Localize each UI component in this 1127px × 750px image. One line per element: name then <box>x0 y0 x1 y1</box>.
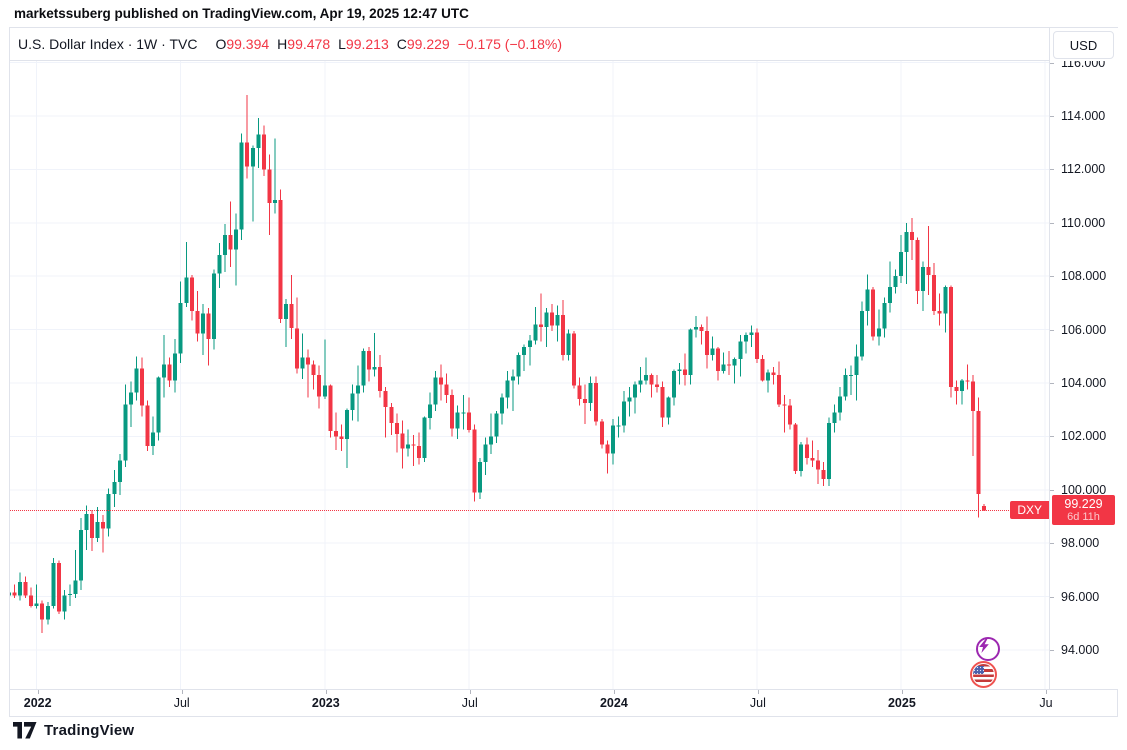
price-tick-mark <box>1050 596 1054 598</box>
price-tick-mark <box>1050 543 1054 545</box>
price-tick-label: 100.000 <box>1061 482 1107 497</box>
time-tick-label: 2025 <box>887 696 916 710</box>
price-tick-label: 104.000 <box>1061 376 1107 390</box>
low-value: 99.213 <box>345 36 389 52</box>
close-value: 99.229 <box>406 36 450 52</box>
time-tick-mark <box>181 690 183 694</box>
price-tick-label: 112.000 <box>1061 162 1106 177</box>
price-tick-label: 108.000 <box>1061 269 1107 284</box>
us-flag-icon <box>973 664 994 685</box>
high-label: H <box>277 36 288 52</box>
symbol-price-tag: DXY <box>1010 501 1049 520</box>
price-tick-mark <box>1050 329 1054 331</box>
price-tick-label: 110.000 <box>1061 215 1106 230</box>
symbol-legend: U.S. Dollar Index · 1W · TVC O 99.394 H 99… <box>10 28 1049 61</box>
price-tick-label: 94.000 <box>1061 643 1100 657</box>
low-label: L <box>338 36 346 52</box>
boost-button[interactable] <box>976 637 1000 661</box>
time-tick-label: Jul <box>461 696 478 710</box>
time-tick-label: Ju <box>1039 696 1053 710</box>
tradingview-logo-icon <box>13 722 37 739</box>
current-price-dotted-line <box>10 510 1049 512</box>
current-price-label: 99.229 6d 11h <box>1052 495 1115 526</box>
price-tick-label: 106.000 <box>1061 322 1107 337</box>
price-tick-mark <box>1050 116 1054 117</box>
chart-pane[interactable]: DXY <box>10 61 1049 689</box>
time-tick-mark <box>757 690 759 694</box>
footer: TradingView <box>13 722 134 739</box>
bar-countdown: 6d 11h <box>1067 511 1100 524</box>
high-value: 99.478 <box>287 36 331 52</box>
time-axis[interactable]: 2022 Jul 2023 Jul 2024 Jul 2025 Ju <box>10 689 1117 716</box>
price-tick-mark <box>1050 276 1054 278</box>
author-avatar[interactable] <box>970 661 997 688</box>
price-tick-mark <box>1050 62 1054 64</box>
publisher-attribution: marketssuberg published on TradingView.c… <box>14 6 469 21</box>
tradingview-logo-text[interactable]: TradingView <box>44 722 135 739</box>
price-axis-header: USD <box>1050 28 1118 61</box>
time-tick-label: 2022 <box>23 696 52 710</box>
price-tick-mark <box>1050 650 1054 651</box>
current-price-value: 99.229 <box>1064 496 1103 511</box>
time-tick-label: Jul <box>749 696 766 710</box>
price-tick-label: 96.000 <box>1061 589 1100 604</box>
time-tick-mark <box>1046 690 1047 694</box>
symbol-title: U.S. Dollar Index · 1W · TVC <box>18 36 198 52</box>
open-label: O <box>215 36 227 52</box>
price-tick-mark <box>1050 436 1054 438</box>
price-tick-label: 102.000 <box>1061 429 1107 444</box>
open-value: 99.394 <box>226 36 270 52</box>
time-tick-mark <box>469 690 471 694</box>
time-tick-label: 2024 <box>599 696 628 710</box>
price-tick-mark <box>1050 383 1054 384</box>
time-tick-mark <box>613 690 615 694</box>
price-tick-mark <box>1050 489 1054 491</box>
time-tick-label: Jul <box>173 696 190 710</box>
time-tick-label: 2023 <box>311 696 340 710</box>
candlestick-chart <box>10 61 1049 689</box>
time-tick-mark <box>901 690 903 694</box>
time-tick-mark <box>37 690 39 694</box>
chart-widget: U.S. Dollar Index · 1W · TVC O 99.394 H 99… <box>9 27 1118 717</box>
time-tick-mark <box>325 690 327 694</box>
price-tick-mark <box>1050 222 1054 224</box>
close-label: C <box>396 36 407 52</box>
lightning-icon <box>979 639 989 653</box>
price-tick-mark <box>1050 169 1054 171</box>
price-axis[interactable]: USD 99.229 6d 11h 116.000 114.000 112.000 1… <box>1049 28 1118 689</box>
change-value: −0.175 (−0.18%) <box>457 36 562 52</box>
price-tick-label: 98.000 <box>1061 536 1100 551</box>
price-tick-label: 114.000 <box>1061 109 1106 123</box>
currency-unit-button[interactable]: USD <box>1053 31 1114 59</box>
